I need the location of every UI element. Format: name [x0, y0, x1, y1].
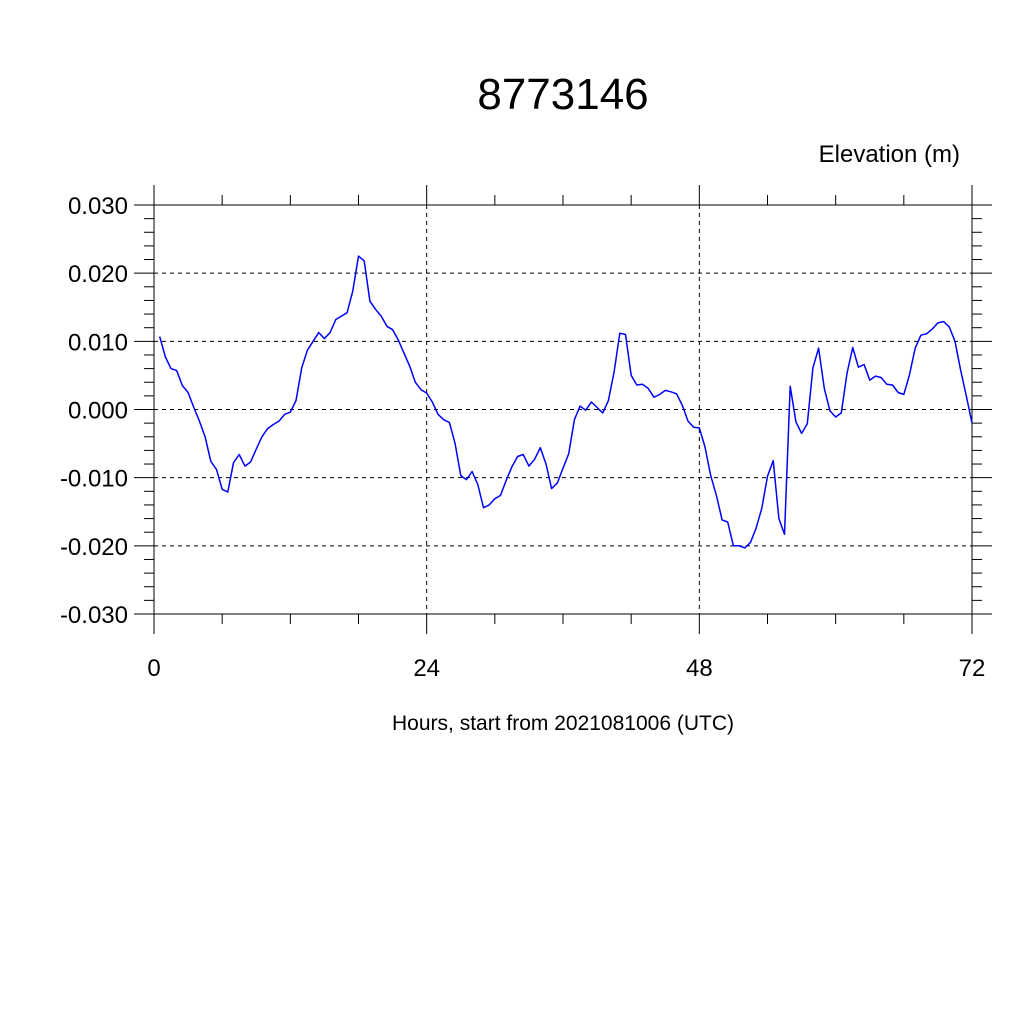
chart-title: 8773146	[477, 70, 648, 119]
grid-lines	[154, 204, 972, 615]
elevation-series-line	[158, 255, 973, 549]
y-tick-label: -0.020	[60, 534, 128, 561]
x-tick-label: 72	[959, 655, 986, 682]
x-tick-labels: 0 24 48 72	[147, 655, 985, 682]
x-tick-label: 48	[686, 655, 713, 682]
x-tick-label: 24	[413, 655, 440, 682]
y-tick-label: 0.000	[68, 398, 128, 425]
y-tick-labels: -0.030 -0.020 -0.010 0.000 0.010 0.020 0.030	[60, 193, 128, 629]
plot-frame	[153, 204, 973, 615]
axis-ticks	[134, 185, 992, 634]
y-tick-label: 0.020	[68, 261, 128, 288]
y-axis-unit-label: Elevation (m)	[819, 141, 960, 168]
y-tick-label: 0.010	[68, 329, 128, 356]
y-tick-label: 0.030	[68, 193, 128, 220]
y-tick-label: -0.010	[60, 466, 128, 493]
y-tick-label: -0.030	[60, 602, 128, 629]
x-tick-label: 0	[147, 655, 160, 682]
x-axis-label: Hours, start from 2021081006 (UTC)	[392, 712, 734, 735]
series-layer	[158, 255, 973, 549]
